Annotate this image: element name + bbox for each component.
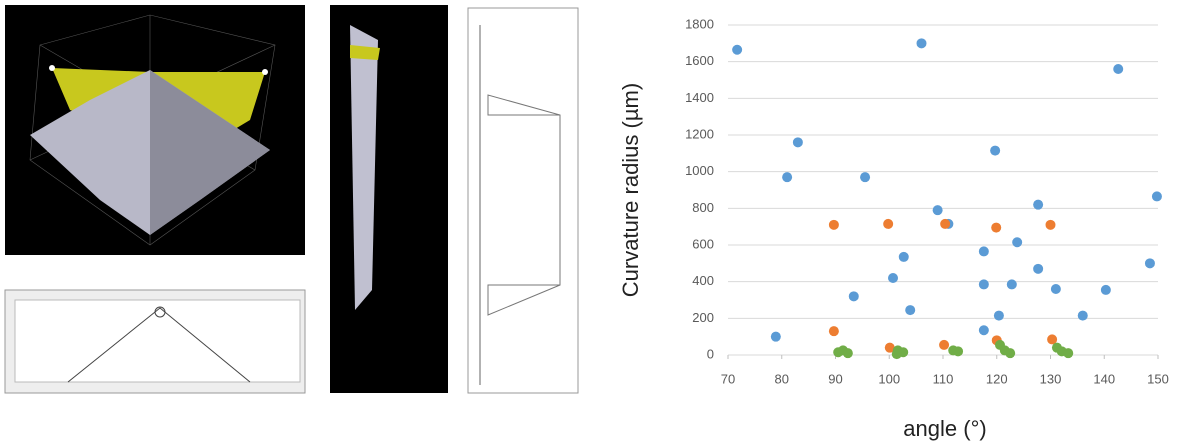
point — [932, 205, 943, 216]
y-tick-label: 200 — [692, 310, 714, 325]
point — [1033, 263, 1044, 274]
point — [978, 246, 989, 257]
point — [1151, 191, 1162, 202]
point — [1047, 334, 1058, 345]
point — [990, 145, 1001, 156]
x-tick-label: 100 — [878, 371, 900, 386]
point — [848, 291, 859, 302]
y-axis-title: Curvature radius (µm) — [618, 83, 643, 297]
point — [916, 38, 927, 49]
surface-render — [5, 5, 305, 255]
point — [792, 137, 803, 148]
side-render — [330, 5, 448, 393]
vertical-profile — [467, 7, 579, 394]
y-tick-label: 1000 — [685, 163, 714, 178]
y-tick-label: 800 — [692, 200, 714, 215]
point — [1012, 237, 1023, 248]
point — [828, 219, 839, 230]
point — [940, 218, 951, 229]
y-tick-label: 1800 — [685, 16, 714, 31]
point — [1005, 348, 1016, 359]
point — [1045, 219, 1056, 230]
y-tick-label: 1600 — [685, 53, 714, 68]
x-tick-label: 120 — [986, 371, 1008, 386]
x-axis-title: angle (°) — [903, 416, 986, 441]
point — [898, 251, 909, 262]
x-tick-label: 80 — [775, 371, 789, 386]
point — [1063, 348, 1074, 359]
x-tick-label: 150 — [1147, 371, 1169, 386]
point — [1006, 279, 1017, 290]
point — [842, 348, 853, 359]
point — [905, 305, 916, 316]
point — [782, 172, 793, 183]
point — [883, 218, 894, 229]
point — [732, 44, 743, 55]
y-tick-label: 1200 — [685, 126, 714, 141]
point — [1033, 199, 1044, 210]
point — [978, 279, 989, 290]
point — [770, 331, 781, 342]
x-tick-label: 130 — [1040, 371, 1062, 386]
x-tick-label: 140 — [1093, 371, 1115, 386]
point — [1050, 284, 1061, 294]
y-tick-label: 600 — [692, 236, 714, 251]
point — [888, 273, 899, 283]
point — [860, 172, 871, 183]
point — [1077, 310, 1088, 321]
point — [891, 349, 902, 360]
y-tick-label: 1400 — [685, 90, 714, 105]
point — [1113, 64, 1124, 74]
point — [993, 310, 1004, 321]
point — [1144, 258, 1155, 269]
x-tick-label: 90 — [828, 371, 842, 386]
point — [953, 346, 964, 357]
x-tick-label: 110 — [933, 371, 954, 386]
profile-plot — [4, 289, 306, 394]
point — [978, 325, 989, 336]
point — [991, 222, 1002, 233]
x-tick-label: 70 — [721, 371, 735, 386]
point — [828, 326, 839, 337]
point — [1100, 284, 1111, 295]
point — [939, 339, 950, 350]
y-tick-label: 0 — [707, 346, 714, 361]
point — [884, 342, 895, 353]
y-tick-label: 400 — [692, 273, 714, 288]
